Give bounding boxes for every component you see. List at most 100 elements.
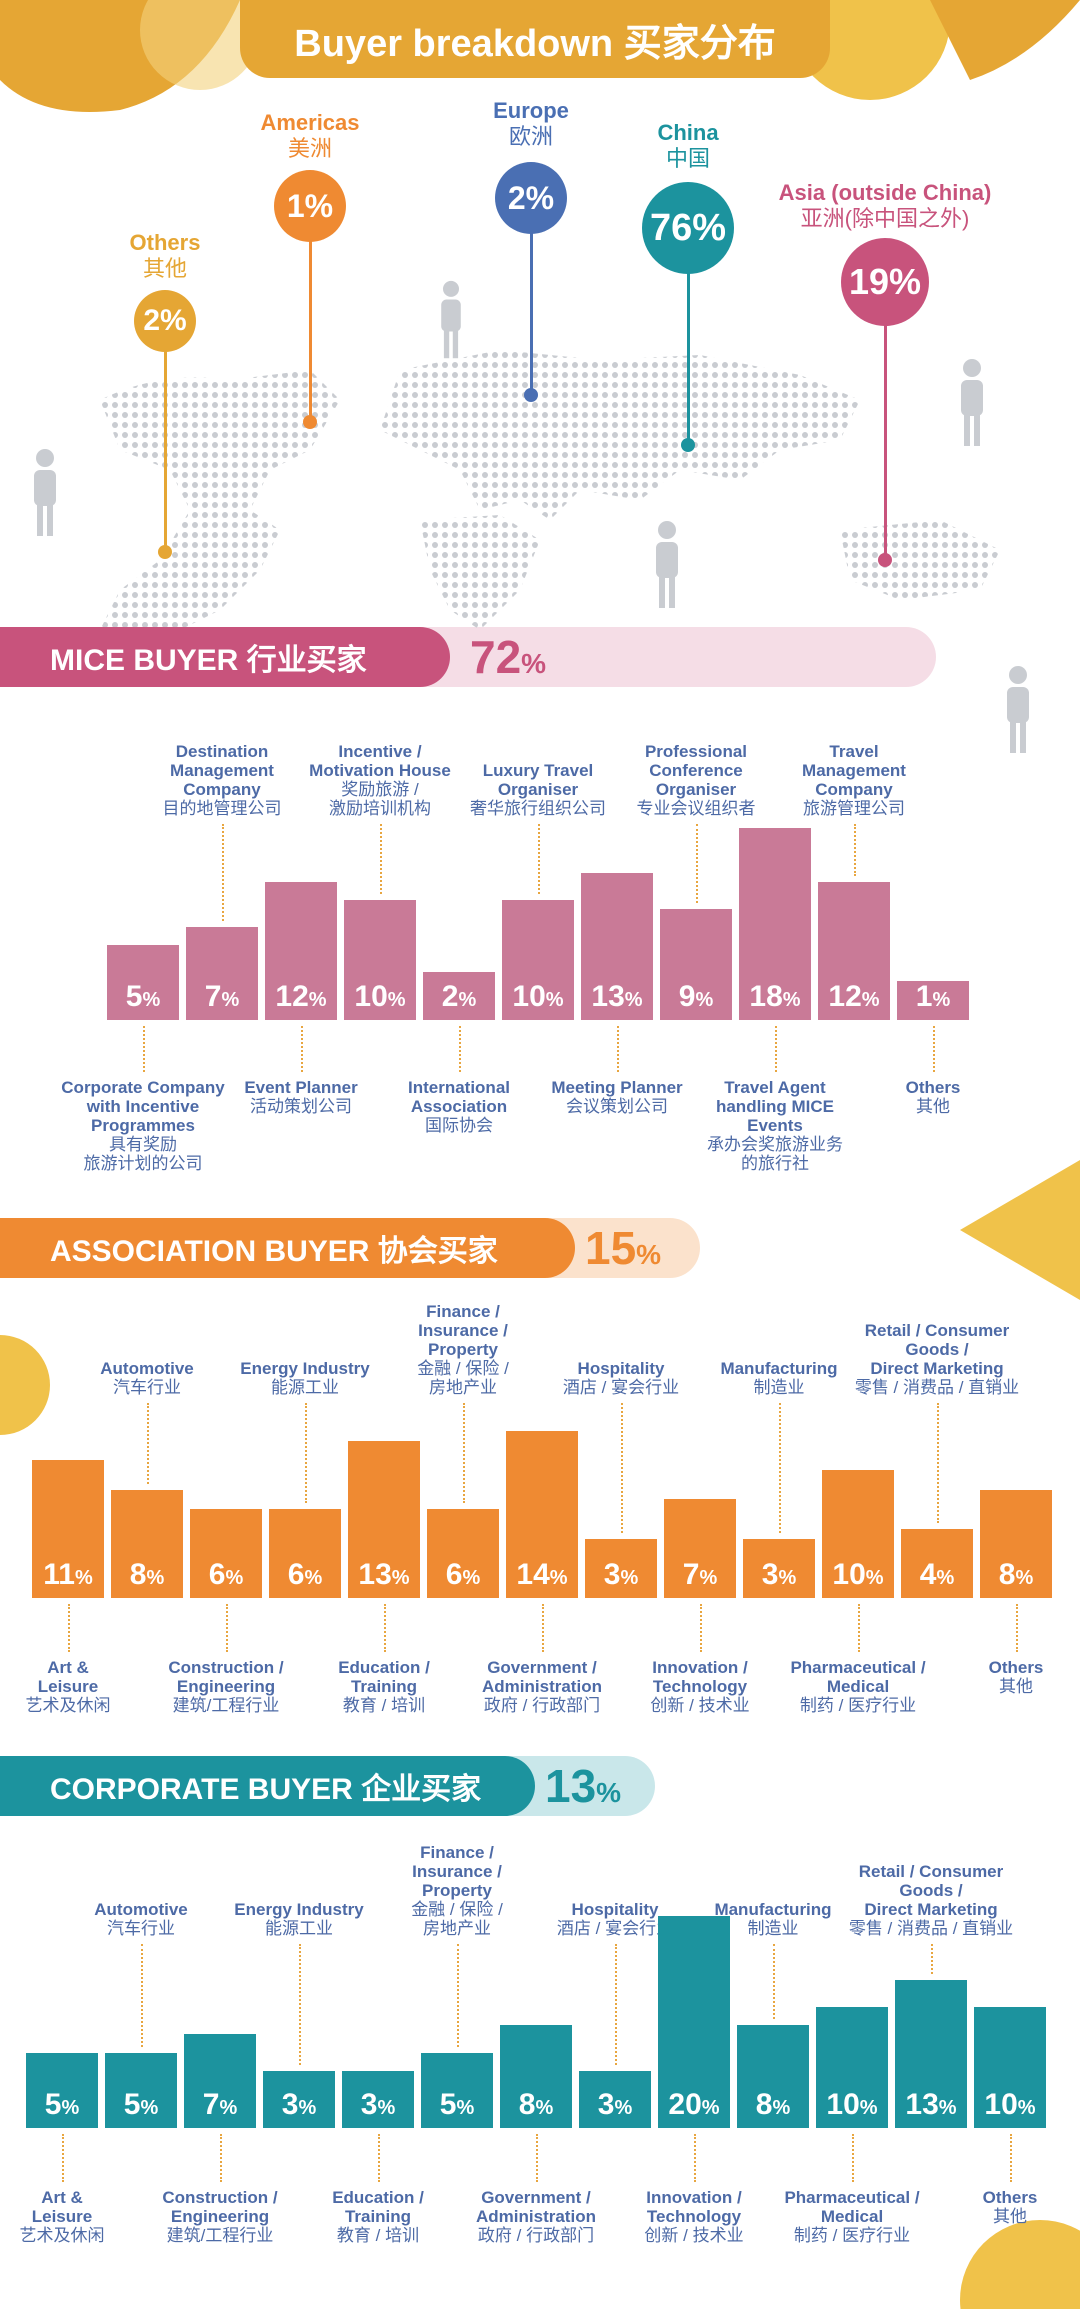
category-label-line: Pharmaceutical / bbox=[790, 1658, 926, 1677]
bar-value-number: 1 bbox=[915, 980, 933, 1013]
category-label-line: Property bbox=[422, 1881, 492, 1900]
region-pin-americas: 1% bbox=[274, 170, 346, 242]
bar bbox=[585, 1538, 657, 1598]
bar-value-number: 8 bbox=[518, 2088, 536, 2121]
category-label: Energy Industry 能源工业 bbox=[199, 1900, 399, 1938]
bar bbox=[265, 882, 337, 1020]
region-label-americas: Americas 美洲 bbox=[220, 110, 400, 162]
bar-value-unit: % bbox=[221, 989, 240, 1011]
category-label-line: Retail / Consumer bbox=[864, 1321, 1010, 1340]
leader-line bbox=[459, 1026, 461, 1072]
category-label-line: 激励培训机构 bbox=[329, 799, 431, 818]
bar bbox=[32, 1460, 104, 1598]
bar-value-unit: % bbox=[304, 1567, 323, 1589]
leader-line bbox=[305, 1403, 307, 1504]
category-label: Travel Management Company 旅游管理公司 bbox=[754, 742, 954, 818]
category-label-line: Insurance / bbox=[412, 1862, 502, 1881]
category-label-line: Education / bbox=[332, 2188, 424, 2207]
bar-value-number: 7 bbox=[202, 2088, 220, 2121]
category-label-line: 房地产业 bbox=[429, 1378, 497, 1397]
person-icon bbox=[656, 521, 678, 608]
bar-value-number: 14 bbox=[516, 1558, 550, 1591]
category-label-line: Direct Marketing bbox=[870, 1359, 1004, 1378]
left-mid-deco bbox=[0, 1335, 50, 1435]
bar-value-number: 6 bbox=[445, 1558, 463, 1591]
category-label-line: Construction / bbox=[162, 2188, 278, 2207]
category-label-line: Organiser bbox=[655, 780, 737, 799]
category-label: Education / Training 教育 / 培训 bbox=[278, 2188, 478, 2245]
bar-value-label: 11% bbox=[32, 1558, 104, 1592]
category-label-line: 奖励旅游 / bbox=[341, 780, 419, 799]
category-label-line: Hospitality bbox=[577, 1359, 665, 1378]
category-label-line: 创新 / 技术业 bbox=[650, 1696, 750, 1715]
category-label-line: Technology bbox=[652, 1677, 748, 1696]
bar-value-label: 9% bbox=[660, 980, 732, 1014]
bar bbox=[344, 900, 416, 1020]
bar-value-unit: % bbox=[936, 1567, 955, 1589]
category-label-line: Hospitality bbox=[571, 1900, 659, 1919]
person-icon bbox=[441, 280, 461, 359]
leader-line bbox=[299, 1944, 301, 2065]
category-label-line: 建筑/工程行业 bbox=[172, 1696, 280, 1715]
bar-value-unit: % bbox=[545, 989, 564, 1011]
bar-value-unit: % bbox=[701, 2097, 720, 2119]
region-name-en: Others bbox=[129, 230, 201, 255]
category-label-line: Corporate Company bbox=[61, 1078, 225, 1097]
category-label-line: Association bbox=[410, 1097, 508, 1116]
category-label-line: Government / bbox=[487, 1658, 597, 1677]
bar bbox=[263, 2070, 335, 2128]
bar bbox=[664, 1499, 736, 1598]
category-label-line: Government / bbox=[481, 2188, 591, 2207]
bar-value-label: 13% bbox=[348, 1558, 420, 1592]
category-label: Government / Administration 政府 / 行政部门 bbox=[442, 1658, 642, 1715]
leader-line bbox=[380, 824, 382, 894]
bar-value-unit: % bbox=[861, 989, 880, 1011]
category-label-line: 金融 / 保险 / bbox=[411, 1900, 503, 1919]
category-label: Education / Training 教育 / 培训 bbox=[284, 1658, 484, 1715]
bar-value-unit: % bbox=[772, 2097, 791, 2119]
category-label-line: 其他 bbox=[916, 1097, 950, 1116]
category-label-line: Luxury Travel bbox=[482, 761, 594, 780]
region-pin-stem bbox=[530, 198, 533, 392]
category-label: Art & Leisure 艺术及休闲 bbox=[0, 1658, 168, 1715]
bar-value-number: 13 bbox=[591, 980, 625, 1013]
bar-value-label: 3% bbox=[342, 2088, 414, 2122]
region-dot bbox=[303, 415, 317, 429]
association-band: ASSOCIATION BUYER 协会买家 bbox=[0, 1218, 575, 1278]
bar-value-label: 10% bbox=[974, 2088, 1046, 2122]
category-label-line: Construction / bbox=[168, 1658, 284, 1677]
top-left-deco bbox=[0, 0, 260, 112]
bar-value-label: 20% bbox=[658, 2088, 730, 2122]
category-label-line: 其他 bbox=[999, 1677, 1033, 1696]
bar-value-number: 7 bbox=[204, 980, 222, 1013]
region-label-china: China 中国 bbox=[598, 120, 778, 172]
bar-value-label: 10% bbox=[822, 1558, 894, 1592]
bar-value-unit: % bbox=[865, 1567, 884, 1589]
category-label-line: Automotive bbox=[94, 1900, 188, 1919]
category-label: Retail / Consumer Goods / Direct Marketing… bbox=[837, 1321, 1037, 1397]
region-pin-europe: 2% bbox=[495, 162, 567, 234]
leader-line bbox=[538, 824, 540, 894]
bar-value-number: 13 bbox=[905, 2088, 939, 2121]
bar-value-unit: % bbox=[391, 1567, 410, 1589]
bar-value-number: 5 bbox=[44, 2088, 62, 2121]
category-label-line: Manufacturing bbox=[714, 1900, 832, 1919]
region-pin-stem bbox=[687, 228, 690, 442]
bar bbox=[186, 927, 258, 1020]
category-label-line: 金融 / 保险 / bbox=[417, 1359, 509, 1378]
category-label-line: 活动策划公司 bbox=[250, 1097, 352, 1116]
bar-value-label: 7% bbox=[186, 980, 258, 1014]
category-label-line: 旅游管理公司 bbox=[803, 799, 905, 818]
leader-line bbox=[301, 1026, 303, 1072]
bar bbox=[901, 1528, 973, 1598]
category-label-line: Others bbox=[982, 2188, 1038, 2207]
bar-value-unit: % bbox=[549, 1567, 568, 1589]
category-label-line: Medical bbox=[820, 2207, 884, 2226]
category-label: Manufacturing 制造业 bbox=[679, 1359, 879, 1397]
category-label-line: 建筑/工程行业 bbox=[166, 2226, 274, 2245]
region-label-asia: Asia (outside China) 亚洲(除中国之外) bbox=[725, 180, 1045, 232]
region-name-zh: 美洲 bbox=[287, 136, 332, 161]
region-name-en: Europe bbox=[493, 98, 569, 123]
bar-value-unit: % bbox=[1015, 1567, 1034, 1589]
bar bbox=[897, 981, 969, 1020]
